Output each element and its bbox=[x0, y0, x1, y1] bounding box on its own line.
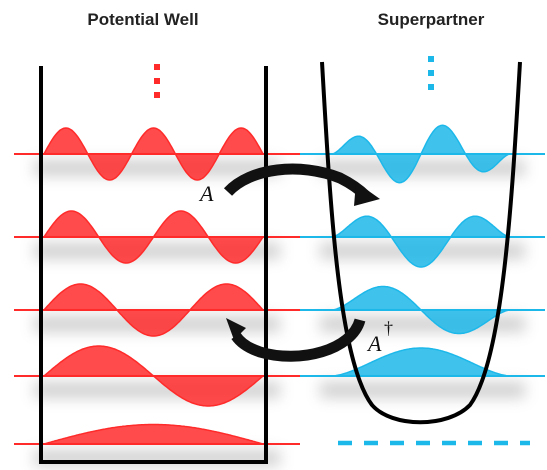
right-title: Superpartner bbox=[378, 10, 485, 29]
right-wavefunctions bbox=[300, 124, 545, 377]
left-wavefunctions bbox=[14, 127, 300, 445]
right-continuation-dots bbox=[428, 56, 434, 90]
left-continuation-dots bbox=[154, 64, 160, 98]
lowering-operator-label: A bbox=[198, 181, 214, 206]
raising-arrow bbox=[226, 318, 366, 362]
square-well-outline bbox=[39, 66, 268, 464]
right-wavefunction-n=3 bbox=[331, 215, 511, 268]
left-wavefunction-n=1 bbox=[43, 423, 264, 445]
superpartner-potential-curve bbox=[320, 61, 522, 425]
lowering-arrow bbox=[223, 163, 380, 206]
left-title: Potential Well bbox=[87, 10, 198, 29]
raising-operator-dagger: † bbox=[384, 318, 393, 338]
right-shadow bbox=[320, 382, 525, 398]
right-wavefunction-n=1 bbox=[332, 347, 510, 377]
left-shadow bbox=[34, 160, 280, 176]
raising-operator-label: A bbox=[366, 331, 382, 356]
